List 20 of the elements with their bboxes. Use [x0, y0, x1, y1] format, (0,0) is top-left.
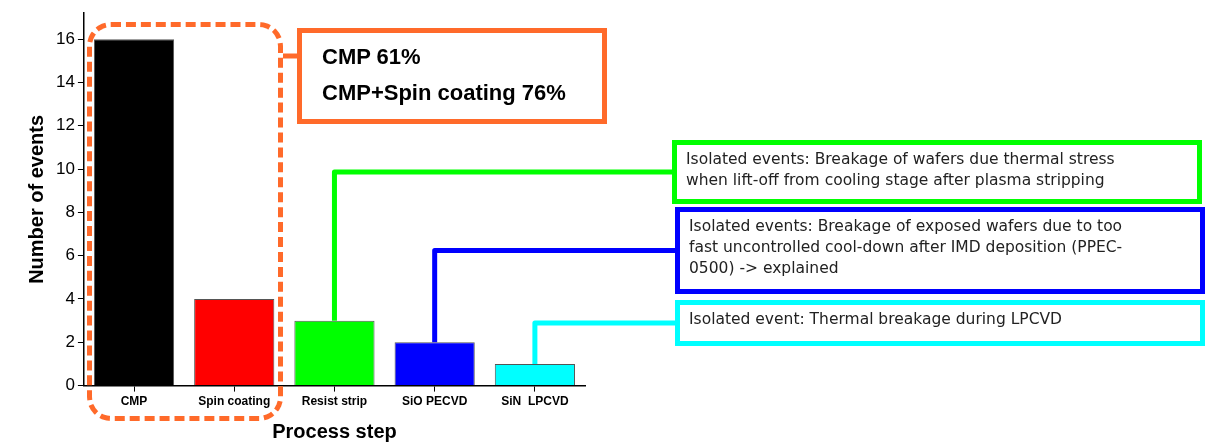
annotation: Isolated events: Breakage of wafers due thermal stress when lift-off from cooling stage after plasma stripping [672, 140, 1202, 204]
annotation: Isolated events: Breakage of exposed wafers due to too fast uncontrolled cool-down after IMD deposition (PPEC-0500) -> explained [675, 207, 1205, 294]
x-tick-label: SiN LPCVD [501, 394, 569, 409]
x-tick-label: CMP [120, 394, 148, 409]
x-axis-title: Process step [272, 419, 397, 442]
y-tick-label: 8 [65, 202, 75, 222]
y-tick-label: 4 [65, 288, 75, 308]
y-tick-label: 12 [55, 115, 75, 135]
y-tick-label: 16 [55, 28, 75, 48]
y-tick-label: 14 [55, 72, 75, 92]
x-tick-label: SiO PECVD [401, 394, 468, 409]
x-tick-label: Spin coating [198, 394, 271, 409]
annotation: Isolated event: Thermal breakage during LPCVD [675, 300, 1205, 346]
y-axis-title: Number of events [24, 114, 47, 284]
y-tick-label: 6 [65, 245, 75, 265]
x-tick-label: Resist strip [301, 394, 368, 409]
y-tick-label: 2 [65, 331, 75, 351]
y-tick-label: 10 [55, 158, 75, 178]
annotation: CMP 61% CMP+Spin coating 76% [297, 28, 607, 124]
y-tick-label: 0 [65, 375, 75, 395]
